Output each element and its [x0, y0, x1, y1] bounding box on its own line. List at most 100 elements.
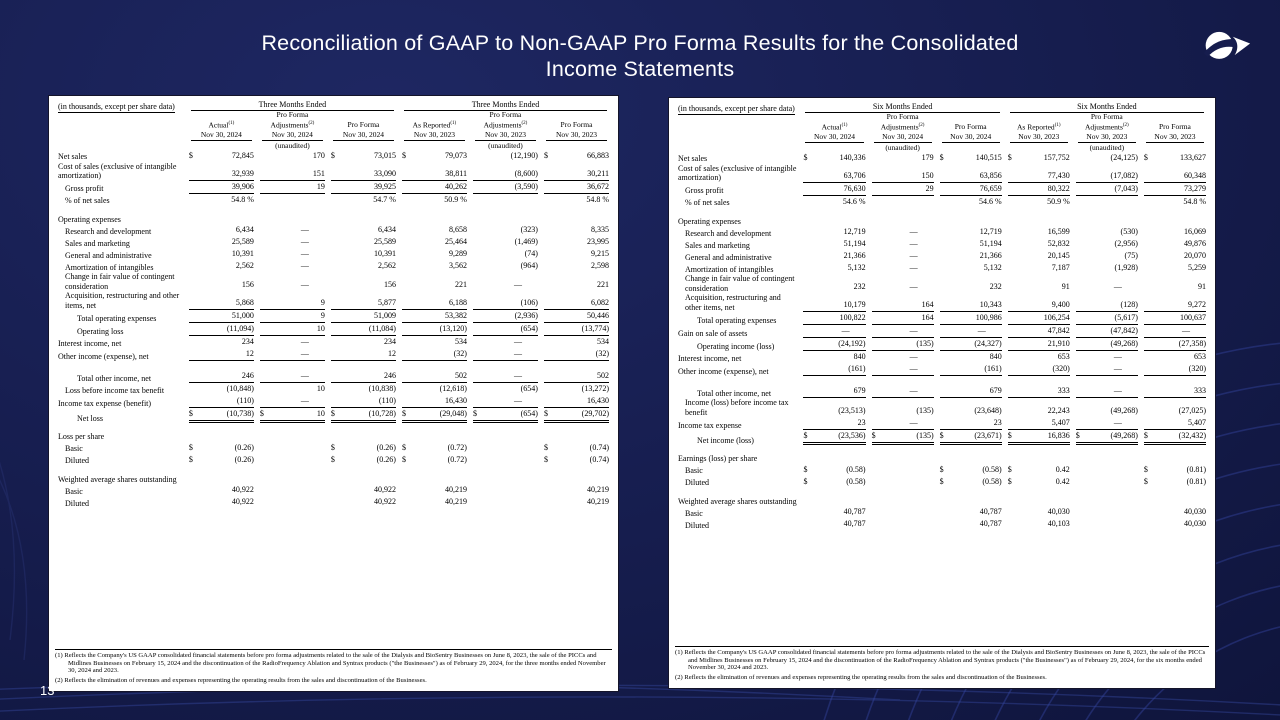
cell-value: 7,187 [1051, 263, 1070, 272]
column-header: Pro Forma Adjustments(2) [1073, 112, 1141, 132]
table-cell: 8,335 [541, 224, 612, 236]
cell-value: 333 [1007, 385, 1070, 398]
row-label: Income (loss) before income tax benefit [685, 398, 789, 417]
amount: (10,728) [368, 409, 396, 418]
cell-value: 16,430 [401, 395, 467, 408]
row-label: Total other income, net [77, 373, 152, 383]
table-cell: — [257, 336, 328, 348]
cell-value [872, 464, 934, 476]
table-cell: (320) [1141, 363, 1209, 376]
cell-value: 76,659 [939, 183, 1002, 196]
table-cell: $ (0.58) [937, 464, 1005, 476]
cell-value: 40,787 [843, 507, 866, 516]
column-date: Nov 30, 2023 [1005, 132, 1073, 143]
table-cell: 333 [1141, 385, 1209, 398]
cell-value: 679 [803, 385, 866, 398]
table-cell: (320) [1005, 363, 1073, 376]
table-cell: 40,219 [399, 484, 470, 496]
three-months-table: (in thousands, except per share data) Thr… [48, 95, 619, 692]
table-cell: (1,928) [1073, 262, 1141, 274]
cell-value: $157,752 [1008, 152, 1070, 164]
spacer-cell [675, 445, 1209, 454]
cell-value: (24,327) [939, 338, 1002, 351]
table-cell: 5,259 [1141, 262, 1209, 274]
dollar-sign: $ [1075, 431, 1080, 440]
cell-value: 106,254 [1007, 312, 1070, 325]
table-row: Diluted 40,787 40,787 40,103 40,030 [675, 518, 1209, 530]
table-cell: 12 [186, 348, 257, 361]
cell-value: 534 [454, 337, 467, 346]
header-row-dates: Nov 30, 2024 Nov 30, 2024 Nov 30, 2024 Nov … [55, 130, 612, 141]
row-label: Research and development [685, 228, 772, 238]
table-cell: (530) [1073, 226, 1141, 238]
table-cell: 150 [869, 164, 937, 183]
table-cell: $10 [257, 408, 328, 423]
cell-value: (47,842) [1075, 325, 1138, 338]
cell-value: 10,391 [373, 249, 396, 258]
dollar-sign: $ [188, 454, 193, 464]
cell-value: — [909, 227, 918, 236]
cell-value: 21,910 [1007, 338, 1070, 351]
cell-value [260, 194, 325, 206]
cell-value: 54.8 % [231, 194, 254, 204]
column-date-text: Nov 30, 2024 [190, 130, 252, 141]
column-date-text: Nov 30, 2024 [332, 130, 394, 141]
cell-value [1076, 506, 1138, 518]
cell-value: — [300, 249, 309, 258]
table-row: Earnings (loss) per share [675, 454, 1209, 464]
cell-value: 5,877 [330, 297, 396, 310]
cell-value: (323) [520, 225, 538, 234]
column-date: Nov 30, 2024 [186, 130, 257, 141]
cell-value [872, 196, 934, 208]
table-cell: 76,659 [937, 183, 1005, 196]
table-cell: 164 [869, 312, 937, 325]
table-cell [1073, 464, 1141, 476]
table-cell: — [1073, 385, 1141, 398]
table-row: Net sales $140,336 179 $140,515 $157,752 (24,… [675, 152, 1209, 164]
table-cell: 10,391 [186, 248, 257, 260]
table-row: Total operating expenses 100,822 164 100,98… [675, 312, 1209, 325]
table-cell: 100,822 [800, 312, 868, 325]
amount: 72,845 [231, 150, 254, 160]
table-row: Acquisition, restructuring and other ite… [675, 293, 1209, 312]
row-label: Basic [65, 486, 83, 496]
table-cell [470, 484, 541, 496]
table-cell: 19 [257, 181, 328, 194]
cell-value: (13,774) [543, 323, 609, 336]
table-cell [1073, 196, 1141, 208]
column-header: Pro Forma Adjustments(2) [257, 110, 328, 130]
table-cell: 246 [328, 370, 399, 383]
table-cell: 9,400 [1005, 293, 1073, 312]
table-cell: — [257, 236, 328, 248]
footnote: (1) Reflects the Company's US GAAP conso… [55, 651, 606, 675]
table-cell: — [257, 370, 328, 383]
section-label: Weighted average shares outstanding [58, 474, 177, 484]
cell-value: $ (0.26) [189, 454, 254, 466]
dollar-sign: $ [803, 431, 808, 440]
page-title: Reconciliation of GAAP to Non-GAAP Pro F… [140, 30, 1140, 82]
spacer-cell [675, 208, 1209, 217]
cell-value: 16,430 [543, 395, 609, 408]
dollar-sign: $ [401, 150, 406, 160]
table-row [675, 376, 1209, 385]
table-cell [257, 454, 328, 466]
table-cell: 502 [399, 370, 470, 383]
column-header-text: Pro Forma [347, 120, 380, 129]
row-label: Diluted [685, 478, 709, 487]
cell-value: — [513, 337, 522, 346]
cell-value: 12,719 [979, 227, 1002, 236]
cell-value: 10,343 [939, 299, 1002, 312]
cell-value: (964) [520, 261, 538, 270]
dollar-sign: $ [188, 409, 193, 418]
cell-value: 50.9 % [444, 194, 467, 204]
table-cell: (654) [470, 323, 541, 336]
cell-value: $133,627 [1144, 152, 1206, 164]
cell-value: 25,589 [373, 237, 396, 246]
amount: 0.42 [1055, 476, 1070, 486]
table-cell: (2,936) [470, 310, 541, 323]
table-cell: 25,589 [186, 236, 257, 248]
table-cell: 221 [541, 272, 612, 291]
table-cell: (10,838) [328, 383, 399, 395]
cell-value: 39,906 [188, 181, 254, 194]
table-cell: 22,243 [1005, 398, 1073, 417]
